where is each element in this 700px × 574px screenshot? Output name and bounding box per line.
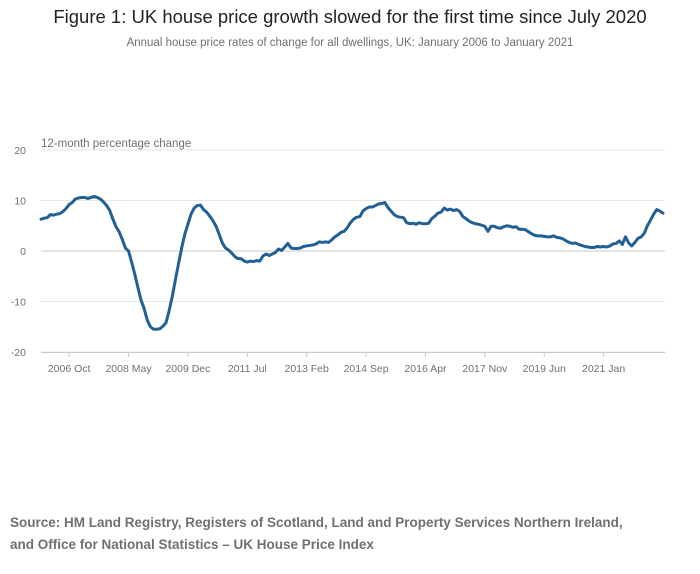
- data-point[interactable]: [167, 308, 172, 313]
- data-point[interactable]: [382, 200, 387, 205]
- x-tick-label: 2013 Feb: [284, 363, 329, 375]
- y-tick-label: 0: [20, 246, 26, 258]
- y-axis-label: 12-month percentage change: [41, 138, 191, 150]
- data-point[interactable]: [645, 223, 650, 228]
- y-tick-label: 20: [14, 145, 26, 157]
- source-line-1: Source: HM Land Registry, Registers of S…: [10, 515, 623, 530]
- chart-subtitle: Annual house price rates of change for a…: [126, 37, 574, 49]
- x-tick-label: 2019 Jun: [523, 363, 566, 375]
- data-point[interactable]: [142, 306, 147, 311]
- data-point[interactable]: [176, 261, 181, 266]
- data-point[interactable]: [439, 210, 444, 215]
- data-point[interactable]: [620, 242, 625, 247]
- data-point[interactable]: [210, 218, 215, 223]
- data-point[interactable]: [426, 221, 431, 226]
- data-point[interactable]: [651, 212, 656, 217]
- data-point[interactable]: [189, 212, 194, 217]
- x-tick-label: 2006 Oct: [48, 363, 91, 375]
- data-points: [39, 194, 666, 332]
- data-point[interactable]: [164, 320, 169, 325]
- data-point[interactable]: [207, 214, 212, 219]
- data-point[interactable]: [129, 260, 134, 265]
- data-point[interactable]: [357, 214, 362, 219]
- data-point[interactable]: [64, 206, 69, 211]
- data-point[interactable]: [648, 218, 653, 223]
- data-point[interactable]: [217, 232, 222, 237]
- data-point[interactable]: [132, 272, 137, 277]
- data-point[interactable]: [185, 222, 190, 227]
- data-point[interactable]: [632, 240, 637, 245]
- y-tick-label: -10: [11, 297, 26, 309]
- x-tick-label: 2009 Dec: [165, 363, 210, 375]
- data-point[interactable]: [204, 210, 209, 215]
- x-tick-label: 2017 Nov: [462, 363, 508, 375]
- data-point[interactable]: [214, 224, 219, 229]
- data-point[interactable]: [117, 229, 122, 234]
- data-point[interactable]: [107, 208, 112, 213]
- data-point[interactable]: [401, 215, 406, 220]
- data-point[interactable]: [179, 245, 184, 250]
- data-point[interactable]: [345, 225, 350, 230]
- data-point[interactable]: [661, 211, 666, 216]
- data-point[interactable]: [642, 231, 647, 236]
- data-point[interactable]: [173, 277, 178, 282]
- data-point[interactable]: [170, 294, 175, 299]
- data-point[interactable]: [110, 217, 115, 222]
- data-point[interactable]: [182, 232, 187, 237]
- x-tick-label: 2021 Jan: [582, 363, 625, 375]
- source-note: Source: HM Land Registry, Registers of S…: [10, 512, 690, 556]
- x-tick-label: 2011 Jul: [228, 363, 267, 375]
- series-line-house-price-change[interactable]: [39, 194, 665, 331]
- data-point[interactable]: [623, 234, 628, 239]
- data-point[interactable]: [457, 209, 462, 214]
- chart-title: Figure 1: UK house price growth slowed f…: [53, 6, 647, 27]
- data-point[interactable]: [135, 285, 140, 290]
- data-point[interactable]: [145, 318, 150, 323]
- data-point[interactable]: [139, 297, 144, 302]
- x-tick-label: 2014 Sep: [344, 363, 389, 375]
- y-tick-label: 10: [14, 196, 26, 208]
- y-tick-label: -20: [11, 347, 26, 359]
- data-point[interactable]: [220, 240, 225, 245]
- data-point[interactable]: [104, 203, 109, 208]
- data-point[interactable]: [198, 203, 203, 208]
- data-point[interactable]: [485, 229, 490, 234]
- source-line-2: and Office for National Statistics – UK …: [10, 537, 374, 552]
- x-tick-label: 2008 May: [105, 363, 152, 375]
- data-point[interactable]: [482, 224, 487, 229]
- data-point[interactable]: [285, 241, 290, 246]
- x-tick-label: 2016 Apr: [404, 363, 447, 375]
- data-point[interactable]: [114, 224, 119, 229]
- data-point[interactable]: [120, 237, 125, 242]
- data-point[interactable]: [257, 259, 262, 264]
- data-point[interactable]: [126, 249, 131, 254]
